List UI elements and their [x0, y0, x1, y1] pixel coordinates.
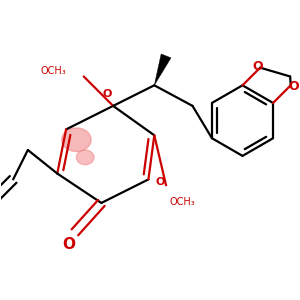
Polygon shape	[154, 54, 171, 85]
Ellipse shape	[62, 128, 91, 152]
Text: OCH₃: OCH₃	[169, 197, 195, 207]
Text: O: O	[252, 60, 262, 73]
Text: O: O	[62, 237, 76, 252]
Ellipse shape	[76, 150, 94, 165]
Text: O: O	[155, 177, 165, 187]
Text: O: O	[288, 80, 299, 93]
Text: OCH₃: OCH₃	[40, 66, 66, 76]
Text: O: O	[103, 89, 112, 99]
